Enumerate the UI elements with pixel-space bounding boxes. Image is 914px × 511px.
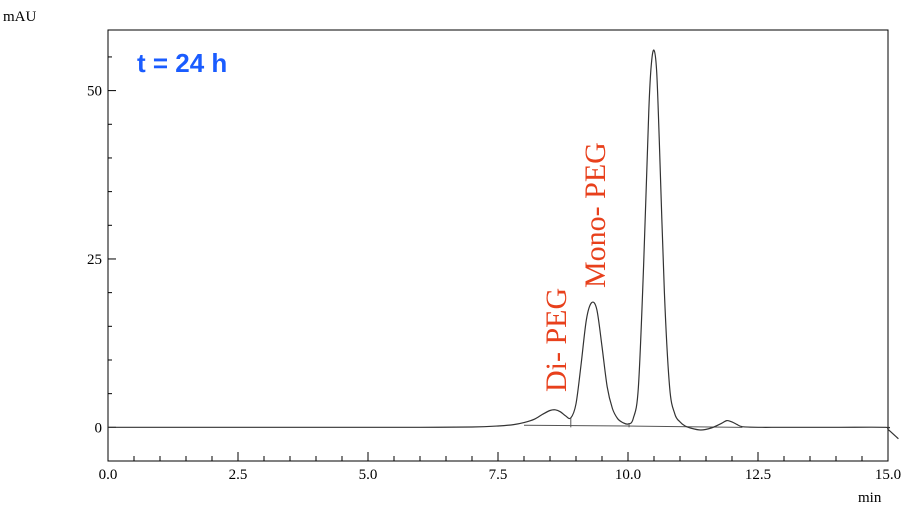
integration-baseline [523, 424, 743, 428]
peak-drop-lines [570, 417, 630, 428]
y-tick-label: 50 [87, 84, 102, 100]
x-tick-label: 15.0 [875, 467, 901, 483]
plot-frame [107, 29, 889, 462]
mono-peg-label: Mono- PEG [579, 142, 612, 288]
x-tick-label: 0.0 [99, 467, 118, 483]
time-annotation: t = 24 h [137, 48, 227, 78]
di-peg-label: Di- PEG [540, 288, 573, 392]
x-tick-label: 5.0 [359, 467, 378, 483]
y-axis: 0 25 50 [87, 56, 116, 436]
y-unit-label: mAU [3, 9, 37, 25]
x-tick-label: 7.5 [489, 467, 508, 483]
y-tick-label: 0 [95, 420, 103, 436]
x-axis: 0.0 2.5 5.0 7.5 10.0 12.5 15.0 [99, 452, 901, 483]
x-tick-label: 12.5 [745, 467, 771, 483]
x-tick-label: 2.5 [229, 467, 248, 483]
chromatogram-trace [107, 49, 899, 440]
y-tick-label: 25 [87, 252, 102, 268]
x-unit-label: min [858, 490, 882, 506]
x-tick-label: 10.0 [615, 467, 641, 483]
